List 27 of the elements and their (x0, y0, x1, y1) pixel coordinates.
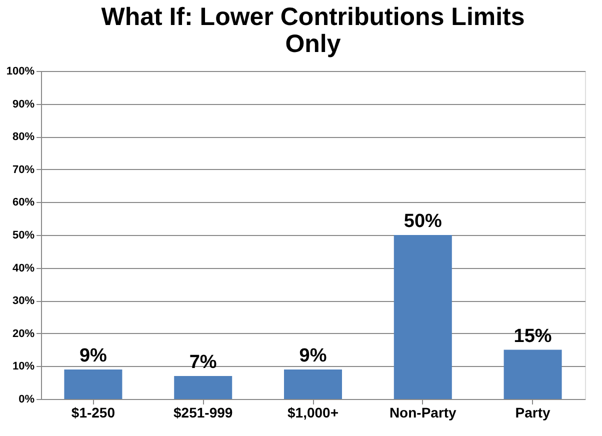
bar (174, 376, 232, 399)
data-label: 50% (404, 211, 442, 232)
x-tick-label: $251-999 (174, 404, 233, 420)
bar (64, 369, 122, 399)
bar (504, 350, 562, 399)
y-tick-label: 10% (12, 360, 35, 373)
data-label: 15% (514, 326, 552, 347)
y-tick-label: 20% (12, 328, 35, 340)
y-tick-label: 0% (18, 394, 35, 406)
y-tick-label: 90% (12, 98, 35, 110)
bar (394, 235, 452, 399)
x-tick-label: $1-250 (71, 404, 116, 420)
data-label: 9% (79, 345, 108, 366)
y-tick-label: 60% (12, 196, 35, 209)
x-tick-label: Non-Party (389, 404, 457, 420)
data-label: 7% (189, 352, 217, 374)
data-label: 9% (299, 345, 327, 366)
y-tick-label: 50% (12, 230, 35, 242)
y-tick-label: 70% (12, 164, 35, 176)
y-tick-label: 40% (12, 262, 35, 274)
x-tick-label: Party (515, 404, 551, 420)
bar (284, 369, 342, 399)
y-tick-label: 100% (6, 66, 35, 78)
x-tick-label: $1,000+ (288, 404, 338, 420)
y-tick-label: 30% (12, 295, 35, 308)
chart-title: What If: Lower Contributions Limits Only (101, 3, 525, 58)
y-tick-label: 80% (12, 131, 35, 144)
